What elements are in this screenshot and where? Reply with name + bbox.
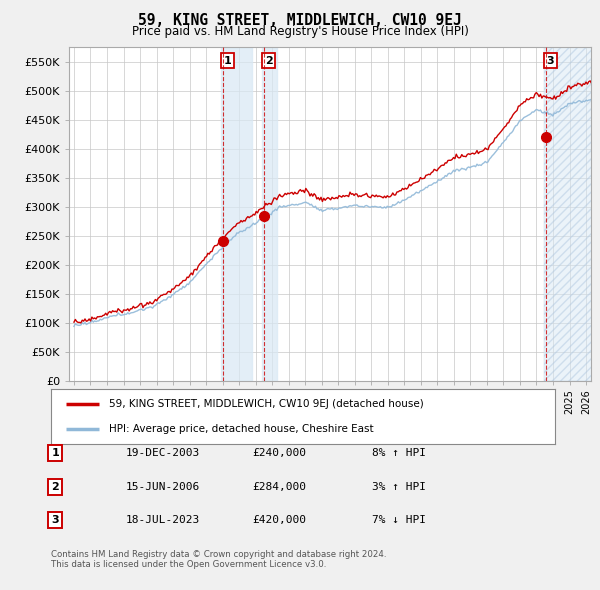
Text: 8% ↑ HPI: 8% ↑ HPI <box>372 448 426 458</box>
Text: 7% ↓ HPI: 7% ↓ HPI <box>372 516 426 525</box>
Text: 15-JUN-2006: 15-JUN-2006 <box>126 482 200 491</box>
Text: Price paid vs. HM Land Registry's House Price Index (HPI): Price paid vs. HM Land Registry's House … <box>131 25 469 38</box>
Text: £284,000: £284,000 <box>252 482 306 491</box>
Text: £420,000: £420,000 <box>252 516 306 525</box>
Text: 3: 3 <box>547 55 554 65</box>
Text: 2: 2 <box>52 482 59 491</box>
Text: 18-JUL-2023: 18-JUL-2023 <box>126 516 200 525</box>
Bar <box>262 47 277 381</box>
Text: 3% ↑ HPI: 3% ↑ HPI <box>372 482 426 491</box>
Text: 1: 1 <box>52 448 59 458</box>
Bar <box>544 47 595 381</box>
Text: 59, KING STREET, MIDDLEWICH, CW10 9EJ (detached house): 59, KING STREET, MIDDLEWICH, CW10 9EJ (d… <box>109 399 424 409</box>
Text: HPI: Average price, detached house, Cheshire East: HPI: Average price, detached house, Ches… <box>109 424 374 434</box>
Bar <box>221 47 253 381</box>
Text: £240,000: £240,000 <box>252 448 306 458</box>
Text: Contains HM Land Registry data © Crown copyright and database right 2024.: Contains HM Land Registry data © Crown c… <box>51 550 386 559</box>
Bar <box>544 47 595 381</box>
Text: 1: 1 <box>223 55 231 65</box>
Text: 59, KING STREET, MIDDLEWICH, CW10 9EJ: 59, KING STREET, MIDDLEWICH, CW10 9EJ <box>138 13 462 28</box>
Text: 19-DEC-2003: 19-DEC-2003 <box>126 448 200 458</box>
Text: This data is licensed under the Open Government Licence v3.0.: This data is licensed under the Open Gov… <box>51 560 326 569</box>
Text: 3: 3 <box>52 516 59 525</box>
Text: 2: 2 <box>265 55 272 65</box>
